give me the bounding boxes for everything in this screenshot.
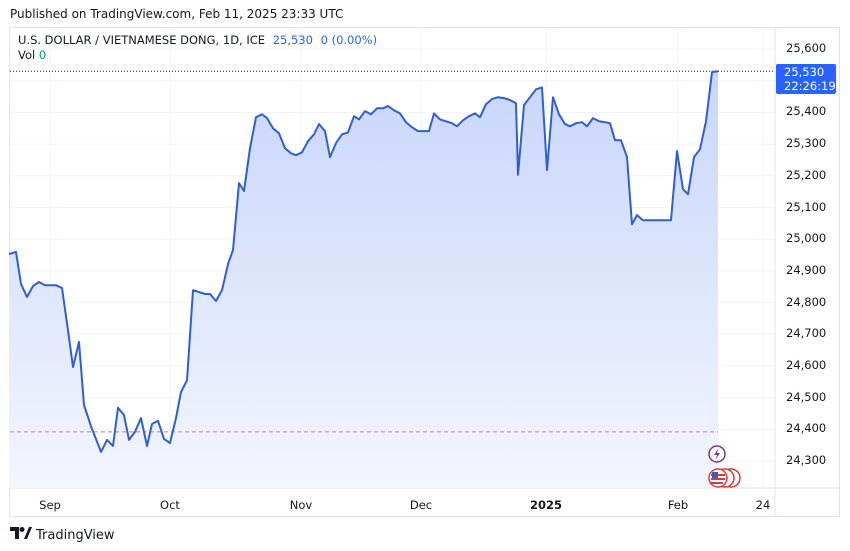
price-axis-label: 25,200: [786, 167, 827, 182]
bar-countdown: 22:26:19: [784, 79, 836, 93]
time-axis-label: Sep: [39, 498, 61, 512]
time-axis-label: Feb: [667, 498, 689, 512]
symbol-title[interactable]: U.S. DOLLAR / VIETNAMESE DONG, 1D, ICE: [18, 33, 266, 47]
last-price-label: 25,530 22:26:19: [776, 64, 836, 94]
price-axis-label: 24,300: [786, 453, 827, 468]
lightning-icon[interactable]: [708, 445, 726, 463]
last-price-value: 25,530: [784, 65, 825, 79]
price-change: 0 (0.00%): [320, 33, 378, 47]
legend-symbol-row: U.S. DOLLAR / VIETNAMESE DONG, 1D, ICE 2…: [18, 33, 381, 48]
price-axis-label: 24,500: [786, 389, 827, 404]
time-axis-label: 24: [755, 498, 771, 512]
price-axis-label: 24,800: [786, 294, 827, 309]
volume-label: Vol: [18, 48, 36, 62]
time-axis-label: Oct: [160, 498, 180, 512]
tradingview-logo[interactable]: TradingView: [10, 527, 115, 543]
price-axis-label: 25,300: [786, 136, 827, 151]
volume-value: 0: [38, 48, 47, 62]
time-axis-label: 2025: [529, 498, 563, 512]
legend-volume-row: Vol 0: [18, 48, 381, 63]
us-flag-icon[interactable]: [708, 468, 742, 488]
price-axis-label: 24,900: [786, 262, 827, 277]
price-axis-label: 24,600: [786, 358, 827, 372]
published-caption: Published on TradingView.com, Feb 11, 20…: [10, 7, 344, 21]
last-price: 25,530: [272, 33, 313, 47]
price-axis-label: 25,000: [786, 231, 827, 246]
price-axis-label: 24,700: [786, 326, 827, 341]
price-line: [8, 70, 719, 453]
time-axis-label: Dec: [409, 498, 433, 512]
chart-legend: U.S. DOLLAR / VIETNAMESE DONG, 1D, ICE 2…: [18, 33, 381, 63]
tradingview-mark-icon: [10, 527, 32, 543]
price-axis-label: 24,400: [786, 421, 827, 436]
tradingview-brand: TradingView: [36, 527, 115, 543]
price-axis-label: 25,100: [786, 199, 827, 214]
price-axis-label: 25,400: [786, 104, 827, 119]
price-axis-label: 25,600: [786, 41, 827, 55]
time-axis-label: Nov: [289, 498, 313, 512]
